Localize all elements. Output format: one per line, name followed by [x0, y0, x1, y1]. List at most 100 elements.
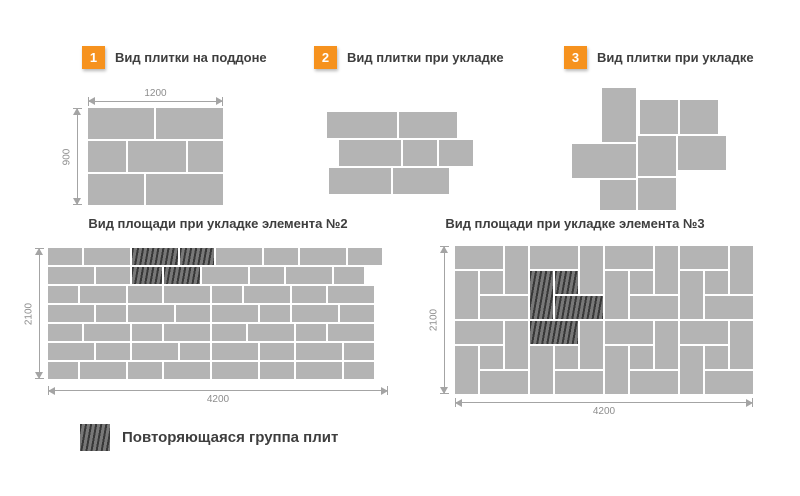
tile — [260, 305, 290, 322]
tile — [640, 100, 678, 134]
area-2-tile-field — [48, 248, 388, 379]
tile — [128, 286, 162, 303]
dimension-arrow-left-icon — [48, 387, 55, 395]
tile — [705, 296, 753, 319]
dimension-arrow-down-icon — [73, 198, 81, 205]
tile — [292, 305, 338, 322]
tile — [48, 267, 94, 284]
tile — [88, 108, 154, 139]
tile — [605, 271, 628, 319]
tile — [705, 371, 753, 394]
dimension-tick — [440, 393, 449, 394]
tile-hatched — [555, 296, 603, 319]
area-3-width-dimension: 4200 — [455, 398, 753, 418]
tile-hatched — [530, 321, 578, 344]
area-2-height-value: 2100 — [23, 302, 35, 325]
dimension-tick — [73, 108, 82, 109]
tile — [555, 346, 578, 369]
tile — [244, 286, 290, 303]
tile — [480, 296, 528, 319]
tile — [480, 371, 528, 394]
tile-hatched — [530, 271, 553, 319]
tile — [344, 343, 374, 360]
tile — [572, 144, 636, 178]
tile — [580, 246, 603, 294]
area-2-title: Вид площади при укладке элемента №2 — [88, 216, 348, 231]
pallet-width-value: 1200 — [144, 88, 167, 99]
tile — [600, 180, 636, 210]
tile — [292, 286, 326, 303]
tile — [403, 140, 437, 166]
tile — [602, 88, 636, 142]
tile — [212, 362, 258, 379]
dimension-arrow-right-icon — [746, 399, 753, 407]
tile — [300, 248, 346, 265]
tile — [260, 362, 294, 379]
laying-pattern-2-diagram — [323, 112, 473, 194]
tile — [605, 246, 653, 269]
dimension-tick — [387, 386, 388, 395]
tile — [680, 246, 728, 269]
tile — [212, 286, 242, 303]
step-3-badge: 3 — [564, 46, 587, 69]
tile — [164, 362, 210, 379]
tile — [605, 346, 628, 394]
tile — [248, 324, 294, 341]
tile — [605, 321, 653, 344]
dimension-tick — [222, 97, 223, 106]
pallet-width-dimension: 1200 — [88, 86, 223, 106]
tile — [339, 140, 401, 166]
tile — [296, 343, 342, 360]
tile — [80, 286, 126, 303]
step-2-badge: 2 — [314, 46, 337, 69]
tile — [96, 343, 130, 360]
dimension-arrow-left-icon — [88, 97, 95, 105]
tile — [730, 321, 753, 369]
tile — [580, 321, 603, 369]
tile — [48, 362, 78, 379]
tile — [393, 168, 449, 194]
tile — [680, 271, 703, 319]
tile — [329, 168, 391, 194]
area-3-title: Вид площади при укладке элемента №3 — [445, 216, 705, 231]
tile — [705, 346, 728, 369]
tile — [132, 343, 178, 360]
tile — [399, 112, 457, 138]
pallet-height-dimension: 900 — [62, 108, 82, 205]
dimension-arrow-up-icon — [35, 248, 43, 255]
tile — [164, 324, 210, 341]
tile — [655, 246, 678, 294]
tile — [216, 248, 262, 265]
tile — [530, 246, 578, 269]
tile — [96, 267, 130, 284]
tile-hatched — [132, 267, 162, 284]
tile — [730, 246, 753, 294]
tile — [88, 174, 144, 205]
tile — [48, 248, 82, 265]
tile — [505, 246, 528, 294]
tile — [328, 324, 374, 341]
dimension-tick — [73, 204, 82, 205]
tile — [264, 248, 298, 265]
step-1-label: Вид плитки на поддоне — [115, 50, 267, 65]
tile — [630, 371, 678, 394]
tile — [286, 267, 332, 284]
dimension-tick — [440, 246, 449, 247]
tile — [480, 346, 503, 369]
step-1-badge: 1 — [82, 46, 105, 69]
tile — [505, 321, 528, 369]
tile — [48, 343, 94, 360]
dimension-arrow-down-icon — [35, 372, 43, 379]
tile — [348, 248, 382, 265]
dimension-arrow-right-icon — [381, 387, 388, 395]
tile — [132, 324, 162, 341]
tile — [146, 174, 223, 205]
tile — [530, 346, 553, 394]
tile — [678, 136, 726, 170]
tile — [128, 305, 174, 322]
tile — [212, 343, 258, 360]
step-3-number: 3 — [571, 50, 580, 65]
tile — [638, 136, 676, 176]
tile — [180, 343, 210, 360]
tile — [96, 305, 126, 322]
